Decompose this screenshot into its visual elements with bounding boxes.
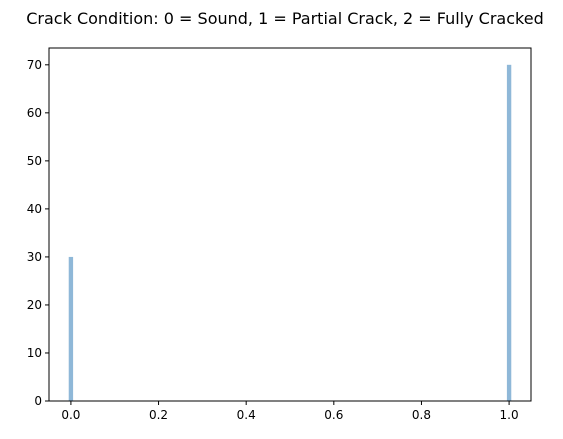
histogram-bar xyxy=(68,256,74,401)
y-tick-label: 40 xyxy=(27,202,42,216)
x-tick-label: 1.0 xyxy=(500,408,519,422)
bars-layer xyxy=(68,64,512,401)
y-tick-label: 20 xyxy=(27,298,42,312)
x-tick-label: 0.6 xyxy=(324,408,343,422)
x-axis: 0.0 0.2 0.4 0.6 0.8 1.0 xyxy=(61,401,519,422)
x-tick-label: 0.2 xyxy=(149,408,168,422)
y-tick-label: 0 xyxy=(34,394,42,408)
chart-title: Crack Condition: 0 = Sound, 1 = Partial … xyxy=(26,9,543,28)
y-tick-label: 10 xyxy=(27,346,42,360)
y-tick-label: 30 xyxy=(27,250,42,264)
y-axis: 0 10 20 30 40 50 60 70 xyxy=(27,58,49,408)
x-tick-label: 0.0 xyxy=(61,408,80,422)
plot-frame xyxy=(48,47,532,402)
y-tick-label: 70 xyxy=(27,58,42,72)
histogram-bar xyxy=(506,64,512,401)
x-tick-label: 0.4 xyxy=(237,408,256,422)
y-tick-label: 60 xyxy=(27,106,42,120)
x-tick-label: 0.8 xyxy=(412,408,431,422)
y-tick-label: 50 xyxy=(27,154,42,168)
